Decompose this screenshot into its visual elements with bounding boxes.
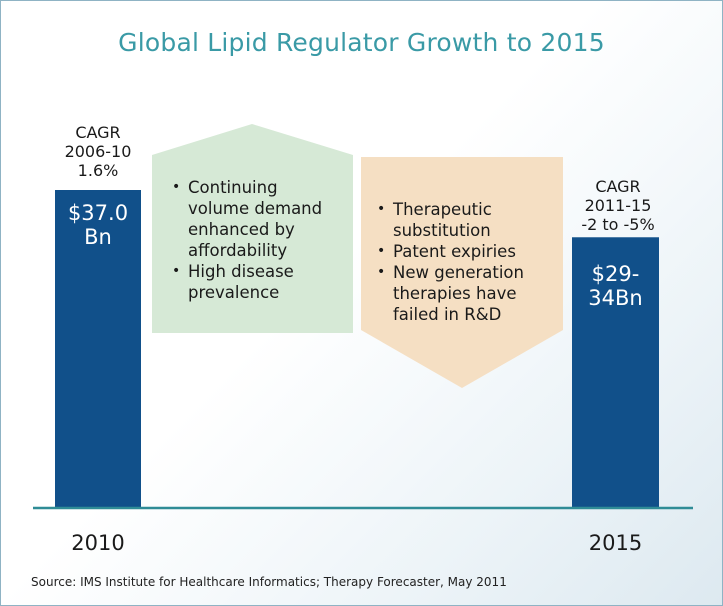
list-item: • Therapeutic substitution xyxy=(377,200,492,240)
bar-value: $29- xyxy=(591,262,640,286)
list-item: • Continuing volume demand enhanced by a… xyxy=(172,178,323,260)
bar-2015-label: $29- 34Bn xyxy=(572,262,659,310)
bar-value: $37.0 xyxy=(67,201,129,225)
list-item: • Patent expiries xyxy=(377,242,516,261)
cagr-rate: -2 to -5% xyxy=(581,215,655,234)
list-item: • New generation therapies have failed i… xyxy=(377,263,524,324)
list-item: • High disease prevalence xyxy=(172,262,294,302)
x-tick-2015: 2015 xyxy=(588,531,643,555)
cagr-2011-15: CAGR 2011-15 -2 to -5% xyxy=(566,177,670,234)
bar-2010 xyxy=(55,190,141,508)
cagr-2006-10: CAGR 2006-10 1.6% xyxy=(55,123,141,180)
bar-unit: Bn xyxy=(84,225,112,249)
growth-constraints-list: • Therapeutic substitution • Patent expi… xyxy=(375,199,560,325)
growth-drivers-arrow xyxy=(152,124,353,333)
x-tick-2010: 2010 xyxy=(71,531,125,555)
growth-drivers-list: • Continuing volume demand enhanced by a… xyxy=(170,177,350,303)
bar-2010-label: $37.0 Bn xyxy=(55,201,141,249)
cagr-label: CAGR xyxy=(75,123,121,142)
growth-constraints-arrow xyxy=(361,157,563,388)
source-note: Source: IMS Institute for Healthcare Inf… xyxy=(31,575,507,589)
bar-unit: 34Bn xyxy=(588,286,643,310)
chart-title: Global Lipid Regulator Growth to 2015 xyxy=(118,28,605,57)
bar-2015 xyxy=(572,237,659,508)
cagr-label: CAGR xyxy=(595,177,641,196)
cagr-period: 2006-10 xyxy=(64,142,132,161)
cagr-rate: 1.6% xyxy=(77,161,119,180)
cagr-period: 2011-15 xyxy=(584,196,652,215)
